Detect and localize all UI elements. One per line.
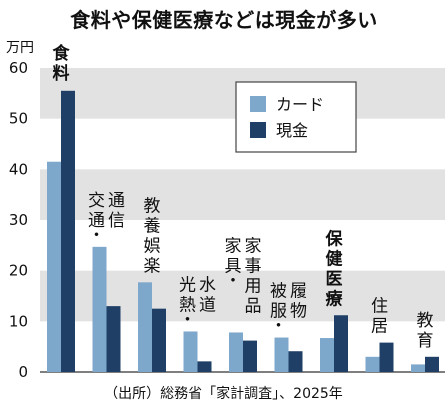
category-label-char: 食 bbox=[53, 43, 71, 64]
cash-bar bbox=[152, 308, 166, 372]
category-label-char: 楽 bbox=[144, 256, 161, 276]
legend-swatch-card bbox=[250, 96, 266, 112]
y-tick-label: 50 bbox=[9, 110, 28, 128]
category-label-char: 住 bbox=[371, 297, 388, 317]
category-label-separator: ・ bbox=[179, 310, 196, 330]
cash-bar bbox=[197, 361, 212, 372]
grid-band bbox=[40, 169, 445, 220]
category-label-separator: ・ bbox=[88, 226, 105, 246]
cash-bar bbox=[288, 351, 303, 372]
card-bar bbox=[274, 337, 289, 372]
cash-bar bbox=[379, 342, 394, 372]
category-label-char: 家 bbox=[225, 236, 242, 256]
category-label-char: 交 bbox=[88, 191, 105, 211]
category-label-char: 育 bbox=[417, 331, 434, 351]
card-bar bbox=[365, 356, 380, 372]
category-label-char: 居 bbox=[371, 317, 388, 337]
category-label-char: 用 bbox=[245, 276, 262, 296]
category-label-char: 教 bbox=[417, 311, 434, 331]
legend-swatch-cash bbox=[250, 122, 266, 138]
y-tick-label: 20 bbox=[9, 262, 28, 280]
chart-title: 食料や保健医療などは現金が多い bbox=[70, 8, 378, 32]
cash-bar bbox=[334, 315, 348, 372]
category-label-char: 光 bbox=[179, 275, 196, 295]
legend-label-card: カード bbox=[276, 95, 324, 114]
category-label-char: 料 bbox=[53, 63, 70, 84]
category-label-char: 養 bbox=[144, 216, 161, 236]
y-tick-label: 60 bbox=[9, 59, 28, 77]
cash-bar bbox=[243, 340, 257, 372]
category-label-char: 通 bbox=[108, 191, 125, 211]
category-label-char: 教 bbox=[144, 196, 161, 216]
source-note: （出所）総務省「家計調査」、2025年 bbox=[104, 386, 343, 402]
category-label-char: 被 bbox=[270, 282, 287, 302]
category-label-char: 通 bbox=[88, 211, 105, 231]
cash-bar bbox=[61, 90, 75, 373]
card-bar bbox=[92, 246, 107, 372]
category-label-char: 道 bbox=[199, 295, 216, 315]
card-bar bbox=[183, 331, 198, 372]
y-tick-label: 10 bbox=[9, 312, 28, 330]
category-label-char: 物 bbox=[290, 302, 307, 322]
category-label-separator: ・ bbox=[225, 271, 242, 291]
card-bar bbox=[229, 332, 243, 372]
category-label-char: 医 bbox=[326, 269, 343, 289]
card-bar bbox=[411, 364, 425, 372]
cash-bar bbox=[106, 306, 121, 372]
category-label-char: 信 bbox=[108, 211, 125, 231]
card-bar bbox=[320, 338, 334, 372]
category-label-char: 服 bbox=[270, 302, 287, 322]
category-label-char: 品 bbox=[245, 296, 262, 316]
category-label-char: 具 bbox=[225, 256, 242, 276]
category-label-char: 家 bbox=[245, 236, 262, 256]
category-label-char: 娯 bbox=[144, 236, 161, 256]
category-label-char: 療 bbox=[326, 288, 344, 309]
category-label-char: 健 bbox=[326, 248, 343, 269]
card-bar bbox=[47, 161, 61, 372]
y-axis-unit: 万円 bbox=[6, 40, 34, 56]
category-label-char: 事 bbox=[245, 256, 262, 276]
category-label-char: 水 bbox=[199, 275, 216, 295]
cash-bar bbox=[425, 356, 439, 372]
category-label-char: 履 bbox=[290, 282, 307, 302]
category-label-char: 保 bbox=[325, 228, 344, 249]
y-tick-label: 40 bbox=[9, 160, 28, 178]
category-label-separator: ・ bbox=[270, 317, 287, 337]
category-label-char: 熱 bbox=[179, 295, 196, 315]
y-tick-label: 30 bbox=[9, 211, 28, 229]
card-bar bbox=[138, 282, 152, 372]
legend-label-cash: 現金 bbox=[276, 121, 308, 140]
legend-box bbox=[235, 81, 357, 153]
y-tick-label: 0 bbox=[18, 363, 28, 381]
